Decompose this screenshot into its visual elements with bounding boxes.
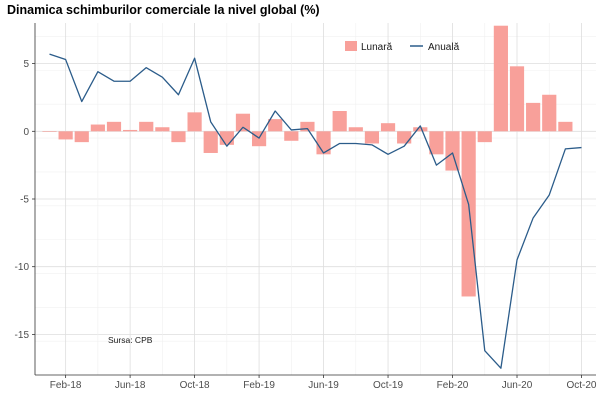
chart-title: Dinamica schimburilor comerciale la nive… <box>7 3 320 17</box>
bar-lunara <box>380 123 396 132</box>
x-axis: Feb-18 Jun-18 Oct-18 Feb-19 Jun-19 Oct-19 Feb-… <box>35 374 597 391</box>
bar-lunara <box>123 129 138 132</box>
bar-lunara <box>106 121 122 132</box>
x-tick-label: Jun-20 <box>502 380 533 391</box>
bar-lunara <box>461 131 476 297</box>
bar-lunara <box>493 25 508 132</box>
legend-label-lunara: Lunară <box>361 42 393 53</box>
bar-lunara <box>413 127 428 132</box>
y-tick-label: -10 <box>15 262 30 273</box>
bar-lunara <box>348 127 363 132</box>
y-tick-label: 0 <box>23 127 29 138</box>
x-tick-label: Feb-18 <box>50 380 82 391</box>
x-tick-label: Jun-19 <box>308 380 339 391</box>
bar-lunara <box>139 121 154 132</box>
bar-lunara <box>445 131 460 171</box>
line-anuala <box>49 53 582 369</box>
bar-lunara <box>316 131 331 155</box>
bar-lunara <box>203 131 218 153</box>
bar-lunara <box>155 127 170 132</box>
source-note: Sursa: CPB <box>108 335 153 345</box>
bar-lunara <box>429 131 444 155</box>
legend-label-anuala: Anuală <box>428 42 460 53</box>
bar-lunara <box>558 121 573 132</box>
legend: Lunară Anuală <box>345 41 460 53</box>
bar-lunara <box>268 119 283 132</box>
bar-lunara <box>542 94 557 132</box>
bar-lunara <box>58 131 73 140</box>
bar-lunara <box>364 131 380 144</box>
bar-lunara <box>509 66 525 132</box>
y-tick-label: -5 <box>20 195 29 206</box>
x-tick-label: Feb-19 <box>243 380 275 391</box>
x-tick-label: Oct-18 <box>180 380 210 391</box>
bar-lunara <box>90 124 105 132</box>
bar-lunara <box>235 113 251 132</box>
bar-lunara <box>187 112 202 132</box>
bar-lunara <box>42 131 57 132</box>
legend-swatch-lunara <box>345 41 357 51</box>
bar-lunara <box>397 131 412 144</box>
y-tick-label: 5 <box>23 59 29 70</box>
y-tick-label: -15 <box>15 330 30 341</box>
bar-lunara <box>284 131 299 141</box>
bar-lunara <box>171 131 186 143</box>
line-series-anuala <box>49 53 582 369</box>
x-tick-label: Jun-18 <box>115 380 146 391</box>
x-tick-label: Oct-19 <box>373 380 403 391</box>
y-axis: 5 0 -5 -10 -15 <box>15 23 36 375</box>
bar-lunara <box>526 102 541 132</box>
bar-lunara <box>74 131 89 143</box>
x-tick-label: Feb-20 <box>437 380 469 391</box>
bar-lunara <box>251 131 267 147</box>
bar-lunara <box>477 131 492 143</box>
bar-series-lunara <box>42 25 573 297</box>
bar-lunara <box>332 111 347 132</box>
bar-lunara <box>300 121 315 132</box>
x-tick-label: Oct-20 <box>566 380 596 391</box>
